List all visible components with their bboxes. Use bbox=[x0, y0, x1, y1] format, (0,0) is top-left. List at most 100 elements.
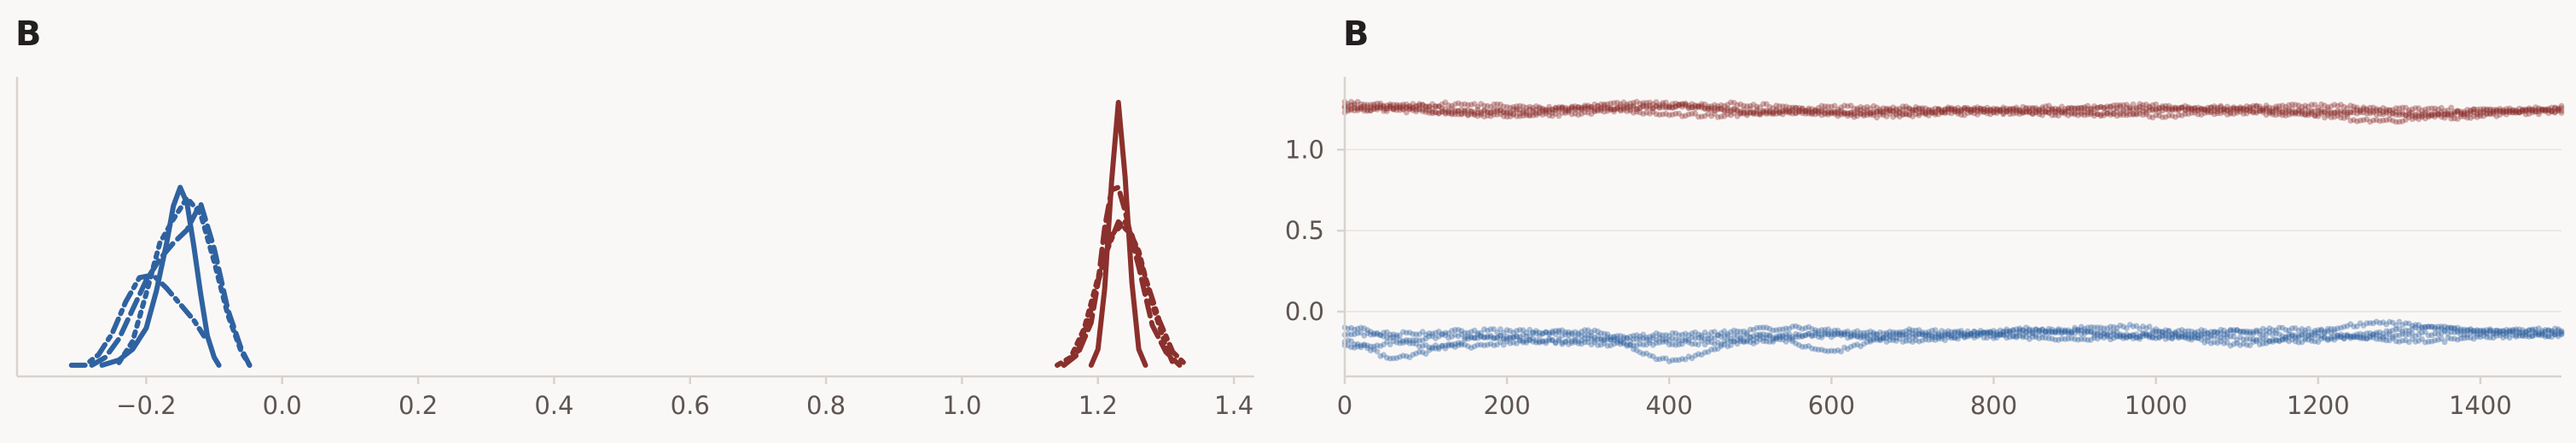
trace-point bbox=[1714, 332, 1721, 338]
trace-point bbox=[1896, 335, 1903, 342]
trace-point bbox=[1958, 108, 1964, 114]
trace-point bbox=[2211, 329, 2218, 335]
trace-point bbox=[2159, 332, 2166, 339]
trace-point bbox=[2114, 324, 2120, 331]
trace-point bbox=[2085, 329, 2091, 335]
trace-point bbox=[2237, 342, 2243, 348]
trace-point bbox=[1718, 329, 1724, 336]
trace-point bbox=[1397, 332, 1403, 339]
trace-point bbox=[2227, 107, 2234, 114]
trace-point bbox=[1627, 338, 1633, 344]
trace-point bbox=[1627, 108, 1633, 114]
trace-point bbox=[2441, 327, 2448, 334]
trace-point bbox=[1685, 339, 1692, 346]
trace-point bbox=[1550, 106, 1555, 113]
trace-point bbox=[2247, 329, 2253, 335]
trace-point bbox=[1352, 326, 1358, 333]
trace-point bbox=[1776, 336, 1783, 342]
trace-point bbox=[2419, 324, 2425, 330]
trace-point bbox=[2045, 328, 2052, 335]
trace-point bbox=[2399, 328, 2406, 335]
trace-point bbox=[1899, 107, 1906, 113]
trace-point bbox=[2000, 109, 2007, 116]
trace-point bbox=[2195, 111, 2201, 118]
trace-point bbox=[1633, 332, 1640, 338]
trace-point bbox=[2110, 324, 2117, 330]
trace-point bbox=[2448, 335, 2455, 342]
trace-point bbox=[2146, 107, 2153, 114]
trace-point bbox=[2049, 329, 2056, 335]
trace-point bbox=[1867, 337, 1874, 343]
trace-point bbox=[1435, 329, 1442, 335]
trace-point bbox=[2237, 329, 2243, 335]
trace-point bbox=[1352, 105, 1358, 111]
trace-point bbox=[1730, 105, 1737, 112]
trace-point bbox=[1890, 329, 1897, 335]
trace-point bbox=[2347, 102, 2354, 108]
trace-point bbox=[1874, 331, 1881, 338]
trace-point bbox=[2520, 329, 2526, 335]
trace-point bbox=[2416, 116, 2422, 123]
trace-point bbox=[1653, 99, 1660, 105]
trace-point bbox=[1945, 104, 1951, 111]
trace-point bbox=[1829, 347, 1835, 354]
trace-point bbox=[2259, 331, 2266, 338]
trace-point bbox=[2441, 339, 2448, 346]
trace-point bbox=[1747, 339, 1753, 346]
trace-point bbox=[1919, 337, 1926, 344]
trace-point bbox=[1679, 341, 1685, 347]
trace-point bbox=[1497, 332, 1503, 339]
trace-point bbox=[2201, 334, 2208, 341]
trace-point bbox=[1595, 102, 1601, 109]
trace-point bbox=[2536, 325, 2542, 332]
trace-point bbox=[1780, 326, 1786, 333]
trace-point bbox=[2428, 111, 2435, 118]
trace-point bbox=[2428, 338, 2435, 345]
trace-point bbox=[2529, 333, 2536, 339]
trace-point bbox=[1734, 102, 1741, 108]
trace-point bbox=[2484, 327, 2490, 334]
trace-point bbox=[1928, 332, 1935, 339]
trace-point bbox=[1776, 103, 1783, 109]
trace-point bbox=[2214, 329, 2221, 336]
trace-point bbox=[1566, 341, 1572, 347]
trace-point bbox=[1877, 108, 1883, 114]
trace-point bbox=[1831, 330, 1838, 337]
trace-point bbox=[1669, 357, 1676, 364]
trace-point bbox=[1381, 333, 1387, 340]
trace-point bbox=[2354, 118, 2360, 125]
trace-point bbox=[1374, 329, 1381, 336]
trace-point bbox=[1462, 107, 1468, 114]
trace-point bbox=[1786, 104, 1793, 111]
trace-point bbox=[2279, 333, 2286, 340]
trace-point bbox=[2318, 110, 2325, 117]
trace-point bbox=[1429, 110, 1436, 117]
trace-point bbox=[2153, 106, 2160, 113]
trace-point bbox=[1455, 342, 1462, 348]
trace-point bbox=[2043, 108, 2049, 115]
trace-point bbox=[1656, 340, 1663, 346]
trace-point bbox=[1812, 107, 1818, 114]
trace-point bbox=[2227, 110, 2234, 117]
trace-point bbox=[1730, 110, 1737, 117]
trace-point bbox=[2189, 328, 2195, 335]
trace-point bbox=[1993, 331, 2000, 338]
trace-point bbox=[1390, 106, 1397, 113]
trace-point bbox=[2416, 326, 2422, 333]
trace-point bbox=[2259, 335, 2266, 342]
trace-point bbox=[2555, 328, 2561, 334]
trace-point bbox=[2490, 106, 2497, 113]
trace-point bbox=[1474, 103, 1481, 110]
trace-point bbox=[1818, 108, 1825, 115]
trace-point bbox=[2545, 107, 2552, 114]
trace-point bbox=[1426, 333, 1433, 340]
trace-point bbox=[2506, 327, 2513, 334]
trace-point bbox=[1546, 331, 1552, 338]
trace-point bbox=[2435, 324, 2441, 330]
trace-point bbox=[1825, 108, 1832, 115]
trace-point bbox=[2292, 109, 2299, 116]
trace-point bbox=[2088, 336, 2095, 343]
trace-point bbox=[2065, 327, 2072, 334]
trace-point bbox=[2480, 333, 2487, 339]
trace-point bbox=[2295, 108, 2302, 114]
